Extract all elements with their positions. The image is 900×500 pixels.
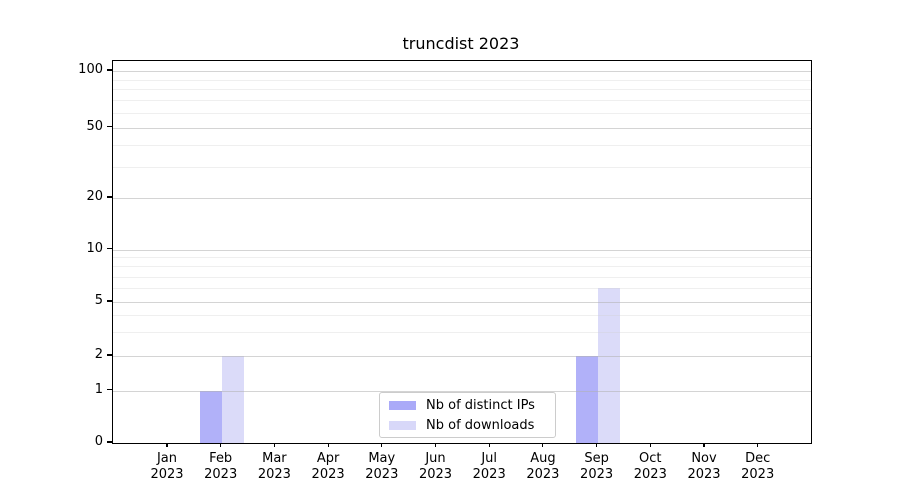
legend: Nb of distinct IPs Nb of downloads (379, 392, 556, 438)
gridline-major-10 (113, 249, 811, 251)
legend-label-downloads: Nb of downloads (426, 417, 535, 433)
x-tick-label-apr: Apr 2023 (296, 451, 360, 482)
gridline-minor-7 (113, 276, 811, 278)
y-tick-mark-0 (107, 441, 112, 443)
gridline-major-2 (113, 356, 811, 357)
x-tick-mark-jan (166, 443, 168, 447)
gridline-major-5 (113, 302, 811, 303)
y-tick-mark-10 (107, 247, 112, 250)
gridline-minor-60 (113, 112, 811, 114)
gridline-minor-6 (113, 288, 811, 290)
x-tick-label-month: Jun (425, 451, 446, 466)
y-tick-label-2: 2 (94, 347, 103, 362)
x-tick-label-oct: Oct 2023 (618, 451, 682, 482)
x-tick-label-year: 2023 (472, 466, 506, 482)
gridline-minor-4 (113, 315, 811, 317)
gridline-minor-40 (113, 144, 811, 146)
x-tick-label-month: Apr (316, 451, 340, 466)
x-tick-mark-aug (542, 443, 544, 447)
x-tick-label-aug: Aug 2023 (511, 451, 575, 482)
y-tick-label-10: 10 (86, 240, 103, 256)
y-tick-mark-100 (107, 69, 112, 71)
gridline-major-1 (113, 390, 811, 392)
x-tick-label-jun: Jun 2023 (404, 451, 468, 482)
chart-title: truncdist 2023 (402, 34, 520, 53)
x-tick-label-month: Dec (745, 451, 771, 466)
x-tick-mark-mar (273, 443, 275, 447)
gridline-minor-80 (113, 89, 811, 91)
legend-entry-distinct-ips: Nb of distinct IPs (389, 395, 555, 415)
gridlines-layer (113, 61, 811, 443)
gridline-major-50 (113, 127, 811, 129)
x-tick-label-month: Feb (209, 451, 233, 466)
bar-nb-of-distinct-ips-sep-2023 (575, 356, 598, 443)
x-tick-mark-apr (327, 443, 329, 447)
plot-area (112, 60, 812, 444)
legend-swatch-downloads (389, 420, 416, 430)
x-tick-mark-jun (434, 443, 437, 447)
bar-nb-of-downloads-feb-2023 (221, 356, 244, 443)
x-tick-label-month: Sep (584, 451, 609, 466)
x-tick-label-month: Jan (156, 451, 178, 466)
y-tick-label-0: 0 (94, 434, 103, 449)
y-tick-mark-50 (107, 125, 112, 128)
x-tick-label-year: 2023 (311, 466, 345, 482)
x-tick-label-feb: Feb 2023 (189, 451, 253, 482)
x-tick-label-year: 2023 (526, 466, 560, 482)
x-tick-mark-feb (220, 443, 222, 447)
gridline-minor-9 (113, 257, 811, 259)
x-tick-label-year: 2023 (580, 466, 614, 482)
x-tick-label-year: 2023 (687, 466, 721, 482)
x-tick-label-month: Oct (639, 451, 662, 466)
gridline-major-100 (113, 71, 811, 72)
x-tick-label-year: 2023 (741, 466, 775, 482)
x-tick-mark-nov (703, 443, 705, 447)
bar-nb-of-downloads-sep-2023 (597, 288, 620, 443)
x-tick-label-month: Aug (530, 451, 556, 466)
x-tick-label-jul: Jul 2023 (457, 451, 521, 482)
x-tick-label-year: 2023 (150, 466, 184, 482)
x-tick-mark-may (381, 443, 383, 447)
y-tick-label-20: 20 (86, 189, 103, 204)
x-tick-label-month: Mar (262, 451, 287, 466)
x-tick-label-year: 2023 (365, 466, 399, 482)
x-tick-label-sep: Sep 2023 (565, 451, 629, 482)
x-tick-label-month: Nov (691, 451, 717, 466)
legend-swatch-distinct-ips (389, 400, 416, 410)
gridline-minor-30 (113, 166, 811, 168)
gridline-minor-90 (113, 79, 811, 81)
gridline-major-20 (113, 198, 811, 199)
x-tick-mark-dec (757, 443, 759, 447)
gridline-minor-70 (113, 100, 811, 102)
x-tick-label-month: May (368, 451, 396, 466)
y-tick-label-5: 5 (94, 293, 103, 308)
y-tick-mark-5 (107, 300, 112, 302)
y-tick-label-100: 100 (78, 62, 103, 77)
x-tick-label-dec: Dec 2023 (726, 451, 790, 482)
y-tick-mark-1 (107, 388, 112, 391)
x-tick-label-jan: Jan 2023 (135, 451, 199, 482)
x-tick-label-nov: Nov 2023 (672, 451, 736, 482)
x-tick-label-mar: Mar 2023 (242, 451, 306, 482)
x-tick-label-month: Jul (481, 451, 498, 466)
x-tick-label-year: 2023 (418, 466, 453, 482)
y-tick-label-1: 1 (94, 381, 103, 397)
y-tick-mark-20 (107, 196, 112, 198)
y-tick-mark-2 (107, 354, 112, 356)
x-tick-mark-sep (596, 443, 598, 447)
gridline-minor-8 (113, 266, 811, 268)
x-tick-mark-oct (649, 443, 651, 447)
gridline-minor-3 (113, 332, 811, 334)
bar-nb-of-distinct-ips-feb-2023 (199, 390, 222, 443)
x-tick-label-may: May 2023 (350, 451, 414, 482)
legend-entry-downloads: Nb of downloads (389, 415, 555, 435)
bars-layer (113, 61, 811, 443)
legend-label-distinct-ips: Nb of distinct IPs (426, 397, 535, 413)
x-tick-mark-jul (488, 443, 490, 447)
x-tick-label-year: 2023 (633, 466, 667, 482)
x-tick-label-year: 2023 (204, 466, 238, 482)
y-tick-label-50: 50 (86, 118, 103, 134)
x-tick-label-year: 2023 (257, 466, 291, 482)
